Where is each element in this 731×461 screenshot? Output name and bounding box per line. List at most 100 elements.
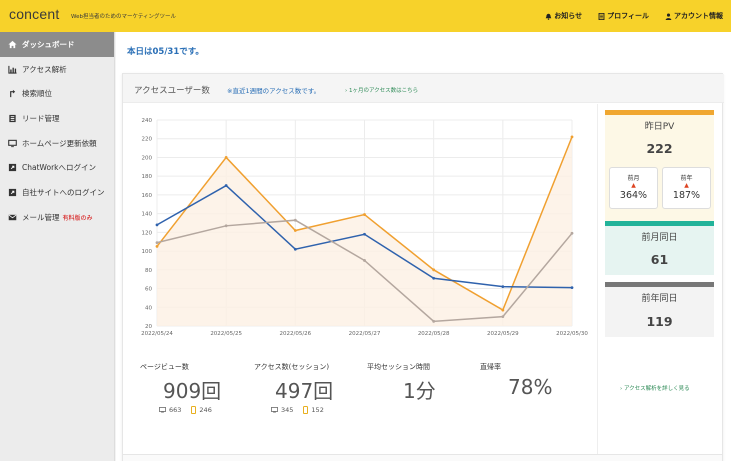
paid-only-badge: 有料版のみ xyxy=(62,214,93,222)
y-tick-label: 100 xyxy=(142,249,153,255)
series-point-0 xyxy=(293,229,297,232)
today-date: 本日は05/31です。 xyxy=(127,47,204,57)
yesterday-pv-box: 昨日PV 222 前月 ▲ 364% 前年 ▲ 187% xyxy=(605,110,714,229)
stat-bounce-rate: 直帰率 78% xyxy=(480,362,552,399)
y-tick-label: 180 xyxy=(142,174,153,180)
box-title: 前月同日 xyxy=(641,233,678,243)
series-point-0 xyxy=(155,245,159,248)
nav-account[interactable]: アカウント情報 xyxy=(665,11,723,21)
stat-label: 直帰率 xyxy=(480,363,501,371)
external-login-icon xyxy=(8,188,17,197)
box-title: 前年同日 xyxy=(641,294,678,304)
logo[interactable]: concent xyxy=(9,6,60,22)
pc-count-value: 345 xyxy=(281,406,294,414)
up-arrow-icon: ▲ xyxy=(684,182,689,189)
series-point-2 xyxy=(432,319,436,323)
pc-count-value: 663 xyxy=(169,406,182,414)
stat-value: 78% xyxy=(508,375,553,399)
sidebar-item-own-site-login[interactable]: 自社サイトへのログイン xyxy=(0,180,114,205)
main-content: 本日は05/31です。 アクセスユーザー数 ※直近1週間のアクセス数です。 › … xyxy=(116,32,731,461)
y-tick-label: 200 xyxy=(142,155,153,161)
panel-divider xyxy=(597,104,598,461)
x-tick-label: 2022/05/24 xyxy=(141,331,173,337)
stat-avg-session-time: 平均セッション時間 1分 xyxy=(367,362,436,403)
y-tick-label: 60 xyxy=(145,287,152,293)
sidebar-item-homepage-update[interactable]: ホームページ更新依頼 xyxy=(0,131,114,156)
series-point-2 xyxy=(501,315,505,319)
mobile-count: 152 xyxy=(303,406,324,414)
stat-label: 平均セッション時間 xyxy=(367,363,430,371)
x-tick-label: 2022/05/28 xyxy=(418,331,450,337)
y-tick-label: 240 xyxy=(142,118,153,124)
series-point-1 xyxy=(570,286,574,290)
bar-chart-icon xyxy=(8,65,17,74)
sidebar-item-search-ranking[interactable]: 検索順位 xyxy=(0,81,114,106)
box-accent-bar xyxy=(605,282,714,287)
next-card xyxy=(122,454,723,461)
sidebar-item-label: メール管理 xyxy=(22,212,60,222)
series-point-0 xyxy=(363,213,366,216)
x-tick-label: 2022/05/25 xyxy=(210,331,242,337)
series-point-1 xyxy=(224,184,228,187)
mobile-count-value: 246 xyxy=(199,406,212,414)
x-tick-label: 2022/05/30 xyxy=(556,331,588,337)
sidebar-item-label: アクセス解析 xyxy=(22,64,67,74)
sub-value: 364% xyxy=(619,190,648,201)
nav-account-label: アカウント情報 xyxy=(674,12,723,20)
pc-count: 345 xyxy=(271,406,293,414)
series-point-2 xyxy=(570,231,574,235)
up-arrow-icon: ▲ xyxy=(631,182,636,189)
series-point-1 xyxy=(432,276,436,280)
profile-icon xyxy=(598,12,605,20)
y-tick-label: 40 xyxy=(145,305,152,311)
box-value: 61 xyxy=(650,252,669,267)
access-analysis-detail-link[interactable]: › アクセス解析を詳しく見る xyxy=(620,386,690,392)
tagline: Web担当者のためのマーケティングツール xyxy=(71,14,177,20)
mobile-icon xyxy=(303,406,309,414)
stat-devices: 663 246 xyxy=(159,406,212,414)
y-tick-label: 140 xyxy=(142,212,153,218)
access-line-chart: 20 40 60 80 100 120 140 160 180 200 220 240 2022/05/… xyxy=(141,118,588,337)
nav-notifications[interactable]: お知らせ xyxy=(545,11,582,21)
series-point-0 xyxy=(224,156,228,159)
prev-month-ratio: 前月 ▲ 364% xyxy=(609,167,658,209)
mobile-icon xyxy=(191,406,197,414)
desktop-icon xyxy=(159,407,166,413)
pc-count: 663 xyxy=(159,406,181,414)
user-icon xyxy=(665,13,672,20)
y-tick-label: 80 xyxy=(145,268,152,274)
lead-icon xyxy=(8,114,17,123)
top-bar: concent Web担当者のためのマーケティングツール お知らせ プロフィール… xyxy=(0,0,731,32)
stat-sessions: アクセス数(セッション) 497回 345 152 xyxy=(254,362,333,414)
nav-notifications-label: お知らせ xyxy=(554,12,583,20)
sidebar-item-mail-management[interactable]: メール管理 有料版のみ xyxy=(0,205,114,230)
desktop-icon xyxy=(271,407,278,413)
stat-label: ページビュー数 xyxy=(140,363,189,371)
sidebar-item-dashboard[interactable]: ダッシュボード xyxy=(0,32,114,57)
sidebar: ダッシュボード アクセス解析 検索順位 リード管理 ホームページ更新依頼 Cha… xyxy=(0,32,115,461)
sidebar-item-lead-management[interactable]: リード管理 xyxy=(0,106,114,131)
monthly-access-link[interactable]: › 1ヶ月のアクセス数はこちら xyxy=(345,88,419,94)
series-point-1 xyxy=(293,247,297,251)
box-accent-bar xyxy=(605,110,714,115)
nav-profile-label: プロフィール xyxy=(607,12,649,20)
series-point-2 xyxy=(155,241,159,245)
home-icon xyxy=(8,40,17,49)
series-point-0 xyxy=(501,308,505,312)
box-accent-bar xyxy=(605,221,714,226)
card-subtitle: ※直近1週間のアクセス数です。 xyxy=(227,87,321,95)
y-tick-label: 20 xyxy=(145,324,152,330)
sidebar-item-access-analysis[interactable]: アクセス解析 xyxy=(0,57,114,82)
series-point-2 xyxy=(363,259,366,262)
nav-profile[interactable]: プロフィール xyxy=(598,11,649,21)
stat-label: アクセス数(セッション) xyxy=(254,363,330,371)
box-value: 222 xyxy=(646,141,673,156)
monitor-icon xyxy=(8,139,17,148)
sub-value: 187% xyxy=(672,190,701,201)
sidebar-item-label: 検索順位 xyxy=(22,89,52,99)
stat-value: 497回 xyxy=(275,379,334,403)
sidebar-item-chatwork-login[interactable]: ChatWorkへログイン xyxy=(0,155,114,180)
series-area-0 xyxy=(157,136,572,326)
y-tick-label: 120 xyxy=(142,230,153,236)
y-tick-label: 220 xyxy=(142,137,153,143)
